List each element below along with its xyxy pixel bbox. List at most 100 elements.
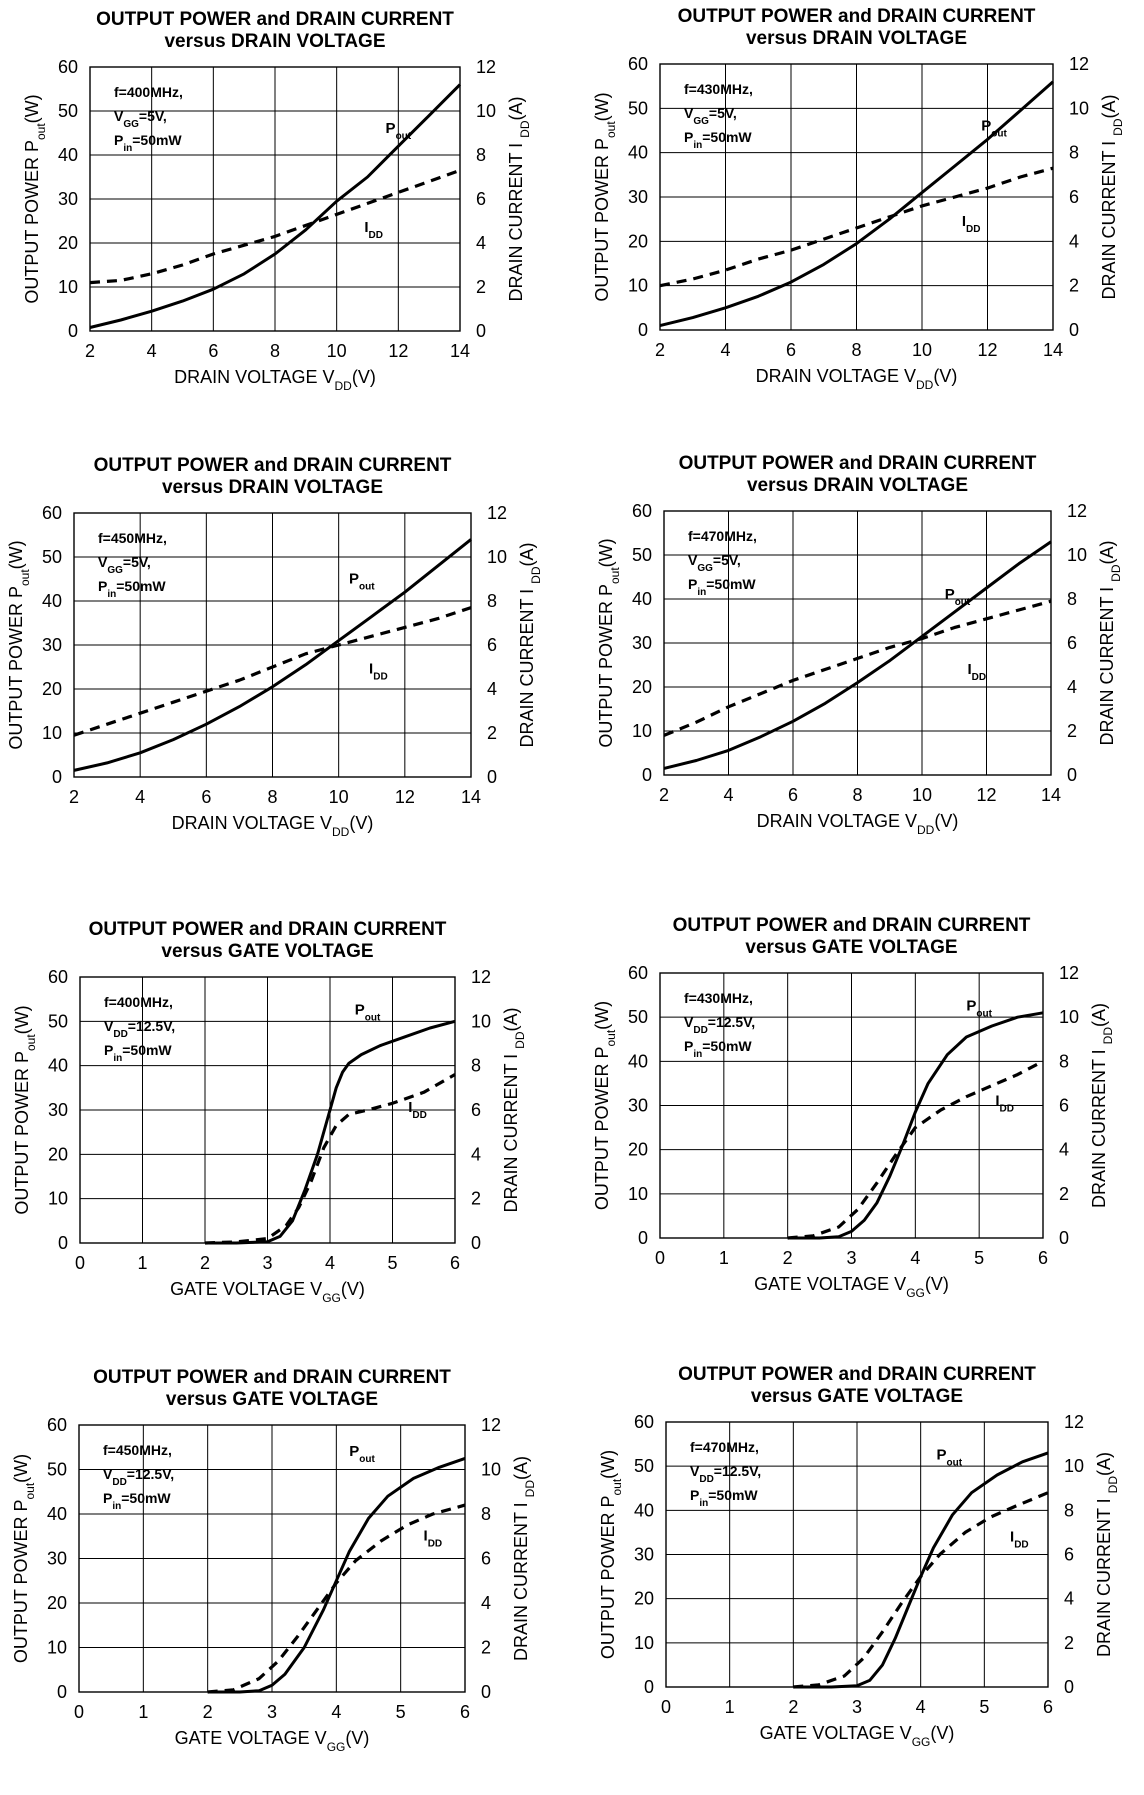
x-tick-label: 8 xyxy=(851,340,861,360)
condition-line-2-sub: DD xyxy=(112,1477,126,1488)
series-label-pout-main: P xyxy=(355,1002,365,1019)
y-left-axis-label: OUTPUT POWER Pout(W) xyxy=(592,92,618,301)
y-left-axis-label: OUTPUT POWER Pout(W) xyxy=(596,538,622,747)
y-left-tick-label: 60 xyxy=(48,967,68,987)
y-left-tick-label: 30 xyxy=(628,1096,648,1116)
condition-line-2: VDD=12.5V, xyxy=(690,1463,761,1485)
x-axis-label-sub: DD xyxy=(335,379,353,393)
condition-line-1: f=430MHz, xyxy=(684,990,753,1006)
y-right-axis-label: DRAIN CURRENT I DD(A) xyxy=(506,96,532,301)
x-tick-label: 8 xyxy=(852,785,862,805)
series-label-idd: IDD xyxy=(1010,1528,1029,1550)
y-right-axis-label-tail: (A) xyxy=(506,96,526,120)
series-label-pout: Pout xyxy=(945,586,971,608)
y-right-tick-label: 4 xyxy=(1064,1589,1074,1609)
y-left-tick-label: 30 xyxy=(628,187,648,207)
condition-line-3-sub: in xyxy=(697,587,706,598)
y-right-axis-label: DRAIN CURRENT I DD(A) xyxy=(517,542,543,747)
condition-line-3-main: P xyxy=(103,1490,112,1506)
y-right-tick-label: 0 xyxy=(1067,765,1077,785)
y-left-tick-label: 10 xyxy=(634,1633,654,1653)
y-left-tick-label: 0 xyxy=(58,1233,68,1253)
x-tick-label: 4 xyxy=(325,1253,335,1273)
y-left-tick-label: 50 xyxy=(628,1007,648,1027)
series-line-pout xyxy=(89,83,462,329)
x-axis-label: GATE VOLTAGE VGG(V) xyxy=(170,1279,365,1305)
y-right-tick-label: 10 xyxy=(487,547,507,567)
x-tick-label: 4 xyxy=(331,1702,341,1722)
series-label-idd-main: I xyxy=(364,219,368,236)
y-right-tick-label: 10 xyxy=(1064,1456,1084,1476)
condition-line-2-sub: DD xyxy=(113,1029,127,1040)
y-left-tick-label: 50 xyxy=(42,547,62,567)
condition-line-2-main: V xyxy=(103,1466,113,1482)
x-tick-label: 3 xyxy=(846,1248,856,1268)
chart-title-line-2: versus GATE VOLTAGE xyxy=(745,937,957,958)
y-left-tick-label: 20 xyxy=(42,679,62,699)
y-left-tick-label: 10 xyxy=(628,1184,648,1204)
series-label-pout: Pout xyxy=(349,570,375,592)
x-tick-label: 14 xyxy=(1041,785,1061,805)
y-right-axis-label-main: DRAIN CURRENT I xyxy=(506,138,526,302)
x-tick-label: 2 xyxy=(203,1702,213,1722)
y-right-tick-label: 6 xyxy=(481,1549,491,1569)
condition-line-2: VGG=5V, xyxy=(688,552,741,574)
x-tick-label: 3 xyxy=(262,1253,272,1273)
y-left-tick-label: 50 xyxy=(628,98,648,118)
condition-line-2: VGG=5V, xyxy=(114,108,167,130)
series-label-pout-main: P xyxy=(981,118,991,135)
x-tick-label: 2 xyxy=(655,340,665,360)
y-right-tick-label: 0 xyxy=(471,1233,481,1253)
y-right-tick-label: 0 xyxy=(1059,1228,1069,1248)
y-right-tick-label: 12 xyxy=(1059,963,1079,983)
y-left-tick-label: 20 xyxy=(632,677,652,697)
x-tick-label: 4 xyxy=(723,785,733,805)
y-right-axis-label-main: DRAIN CURRENT I xyxy=(1099,136,1119,300)
x-tick-label: 1 xyxy=(725,1697,735,1717)
y-left-tick-label: 10 xyxy=(47,1638,67,1658)
series-line-idd xyxy=(663,599,1052,737)
series-label-pout-main: P xyxy=(349,1443,359,1460)
y-right-axis-label: DRAIN CURRENT I DD(A) xyxy=(1099,94,1125,299)
x-tick-label: 5 xyxy=(396,1702,406,1722)
y-left-tick-label: 40 xyxy=(48,1056,68,1076)
y-left-tick-label: 40 xyxy=(42,591,62,611)
y-right-axis-label: DRAIN CURRENT I DD(A) xyxy=(1097,540,1123,745)
x-tick-label: 5 xyxy=(387,1253,397,1273)
condition-line-2-main: V xyxy=(114,108,124,124)
y-left-axis-label-main: OUTPUT POWER P xyxy=(596,584,616,748)
chart-title-line-1: OUTPUT POWER and DRAIN CURRENT xyxy=(678,6,1036,27)
chart-panel-5: OUTPUT POWER and DRAIN CURRENT versus GAT… xyxy=(0,907,560,1347)
chart-panel-1: OUTPUT POWER and DRAIN CURRENT versus DRA… xyxy=(10,0,570,437)
y-left-tick-label: 40 xyxy=(628,1051,648,1071)
x-axis-label-sub: DD xyxy=(332,825,350,839)
plot-frame xyxy=(78,1424,466,1693)
chart-title-line-2: versus DRAIN VOLTAGE xyxy=(747,475,968,496)
x-tick-label: 5 xyxy=(979,1697,989,1717)
y-left-tick-label: 30 xyxy=(47,1549,67,1569)
x-axis-label-main: DRAIN VOLTAGE V xyxy=(756,366,916,386)
y-right-axis-label-tail: (A) xyxy=(511,1456,531,1480)
y-right-axis-label-sub: DD xyxy=(513,1031,527,1049)
chart-title-line-2: versus GATE VOLTAGE xyxy=(161,941,373,962)
y-left-tick-label: 20 xyxy=(628,231,648,251)
chart-title-line-2: versus DRAIN VOLTAGE xyxy=(746,28,967,49)
y-right-axis-label-sub: DD xyxy=(518,120,532,138)
y-right-tick-label: 12 xyxy=(1069,54,1089,74)
x-tick-label: 1 xyxy=(719,1248,729,1268)
x-tick-label: 8 xyxy=(267,787,277,807)
x-axis-label-main: DRAIN VOLTAGE V xyxy=(757,811,917,831)
y-right-tick-label: 8 xyxy=(476,145,486,165)
y-right-tick-label: 10 xyxy=(471,1011,491,1031)
x-tick-label: 3 xyxy=(267,1702,277,1722)
x-tick-label: 6 xyxy=(1043,1697,1053,1717)
condition-line-3-main: P xyxy=(684,129,693,145)
y-left-axis-label-sub: out xyxy=(610,1478,624,1495)
condition-line-3-tail: =50mW xyxy=(706,576,756,592)
condition-line-3-main: P xyxy=(104,1042,113,1058)
condition-line-3: Pin=50mW xyxy=(688,576,756,598)
y-left-tick-label: 50 xyxy=(634,1456,654,1476)
series-label-pout-main: P xyxy=(966,998,976,1015)
y-right-axis-label-main: DRAIN CURRENT I xyxy=(1089,1044,1109,1208)
